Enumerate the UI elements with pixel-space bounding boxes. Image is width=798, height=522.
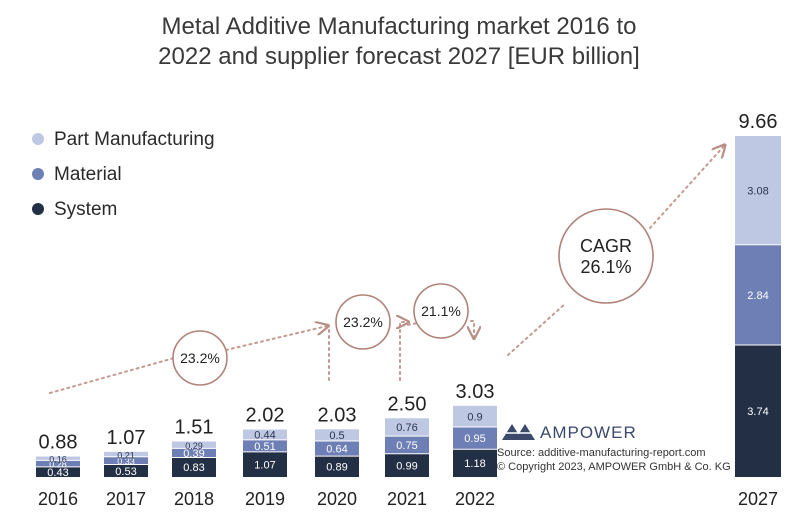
branding: AMPOWER Source: additive-manufacturing-r… (497, 423, 731, 473)
chart-title-line-1: Metal Additive Manufacturing market 2016… (162, 13, 637, 40)
bar-segment-material (735, 244, 781, 345)
growth-rate-label: 26.1% (580, 257, 631, 277)
segment-value-label: 0.43 (47, 467, 68, 479)
bar-segment-system (172, 457, 216, 477)
total-label: 1.07 (107, 427, 146, 449)
bar-segment-system (315, 456, 359, 477)
bar-segment-part-manufacturing (735, 136, 781, 245)
growth-rate-circle (172, 330, 228, 386)
x-tick-label: 2022 (455, 489, 495, 509)
bar-segment-system (385, 453, 429, 477)
x-tick-label: 2016 (38, 489, 78, 509)
segment-value-label: 0.99 (396, 460, 417, 472)
bar-segment-system (243, 451, 287, 477)
x-tick-label: 2018 (174, 489, 214, 509)
segment-value-label: 2.84 (747, 290, 768, 302)
chart-title-line-2: 2022 and supplier forecast 2027 [EUR bil… (158, 43, 640, 70)
growth-rate-label: CAGR (580, 236, 632, 256)
legend-marker (32, 133, 44, 145)
x-tick-label: 2020 (317, 489, 357, 509)
growth-rate-circle (335, 294, 391, 350)
total-label: 2.50 (388, 393, 427, 415)
segment-value-label: 0.89 (326, 462, 347, 474)
segment-value-label: 0.44 (254, 430, 275, 442)
total-label: 2.02 (246, 405, 285, 427)
bar-segment-material (36, 460, 80, 467)
segment-value-label: 0.95 (464, 433, 485, 445)
segment-value-label: 0.16 (49, 454, 67, 464)
bar-segment-system (453, 449, 497, 477)
legend-label: Part Manufacturing (54, 129, 215, 150)
growth-rate-label: 23.2% (180, 350, 220, 366)
trend-arrow (400, 322, 407, 381)
segment-value-label: 0.53 (115, 466, 136, 478)
total-label: 1.51 (175, 417, 214, 439)
bar-segment-system (735, 344, 781, 477)
total-label: 9.66 (739, 111, 778, 133)
trend-arrow (225, 326, 327, 351)
segment-value-label: 1.18 (464, 458, 485, 470)
bar-segment-material (104, 456, 148, 465)
x-tick-label: 2021 (387, 489, 427, 509)
segment-value-label: 0.29 (185, 441, 203, 451)
bar-segment-part-manufacturing (104, 451, 148, 457)
segment-value-label: 0.33 (117, 457, 135, 467)
bar-segment-material (243, 439, 287, 452)
ampower-logo-icon (502, 424, 535, 440)
segment-value-label: 0.64 (326, 444, 347, 456)
labels: 0.430.280.160.8820160.530.330.211.072017… (38, 111, 778, 509)
trend-arrow (471, 320, 474, 337)
bar-segment-part-manufacturing (315, 429, 359, 442)
segment-value-label: 0.21 (117, 450, 135, 460)
bar-segment-material (385, 436, 429, 454)
source-text: Source: additive-manufacturing-report.co… (497, 447, 705, 459)
trend-arrow (507, 302, 567, 356)
growth-rate-label: 23.2% (343, 314, 383, 330)
segment-value-label: 3.74 (747, 406, 768, 418)
bar-segment-material (315, 441, 359, 457)
growth-rate-label: 21.1% (421, 303, 461, 319)
bar-segment-part-manufacturing (243, 429, 287, 440)
growth-rate-circle (413, 283, 469, 339)
segment-value-label: 0.9 (467, 411, 482, 423)
segment-value-label: 0.28 (49, 460, 67, 470)
bar-segment-part-manufacturing (453, 405, 497, 427)
segment-value-label: 0.5 (329, 430, 344, 442)
total-label: 2.03 (318, 404, 357, 426)
bar-segment-system (104, 464, 148, 477)
legend-label: Material (54, 164, 122, 185)
copyright-text: © Copyright 2023, AMPOWER GmbH & Co. KG (497, 461, 731, 473)
total-label: 0.88 (39, 432, 78, 454)
legend-label: System (54, 199, 117, 220)
x-tick-label: 2019 (245, 489, 285, 509)
growth-rate-circle (558, 208, 654, 304)
x-tick-label: 2027 (738, 489, 778, 509)
segment-value-label: 0.75 (396, 440, 417, 452)
brand-name: AMPOWER (540, 423, 637, 442)
trend-arrow (49, 357, 175, 394)
x-tick-label: 2017 (106, 489, 146, 509)
bars (36, 136, 781, 477)
legend-marker (32, 203, 44, 215)
segment-value-label: 1.07 (254, 459, 275, 471)
bar-segment-material (453, 426, 497, 450)
segment-value-label: 0.83 (183, 462, 204, 474)
segment-value-label: 3.08 (747, 185, 768, 197)
segment-value-label: 0.51 (254, 441, 275, 453)
segment-value-label: 0.76 (396, 422, 417, 434)
bar-segment-part-manufacturing (385, 418, 429, 437)
bar-segment-system (36, 466, 80, 477)
legend: Part Manufacturing Material System (32, 129, 215, 220)
total-label: 3.03 (456, 381, 495, 403)
trend-arrow (401, 322, 419, 327)
trend-arrow (649, 146, 724, 229)
bar-segment-material (172, 448, 216, 458)
segment-value-label: 0.39 (183, 448, 204, 460)
legend-marker (32, 168, 44, 180)
bar-segment-part-manufacturing (36, 456, 80, 461)
bar-segment-part-manufacturing (172, 441, 216, 449)
